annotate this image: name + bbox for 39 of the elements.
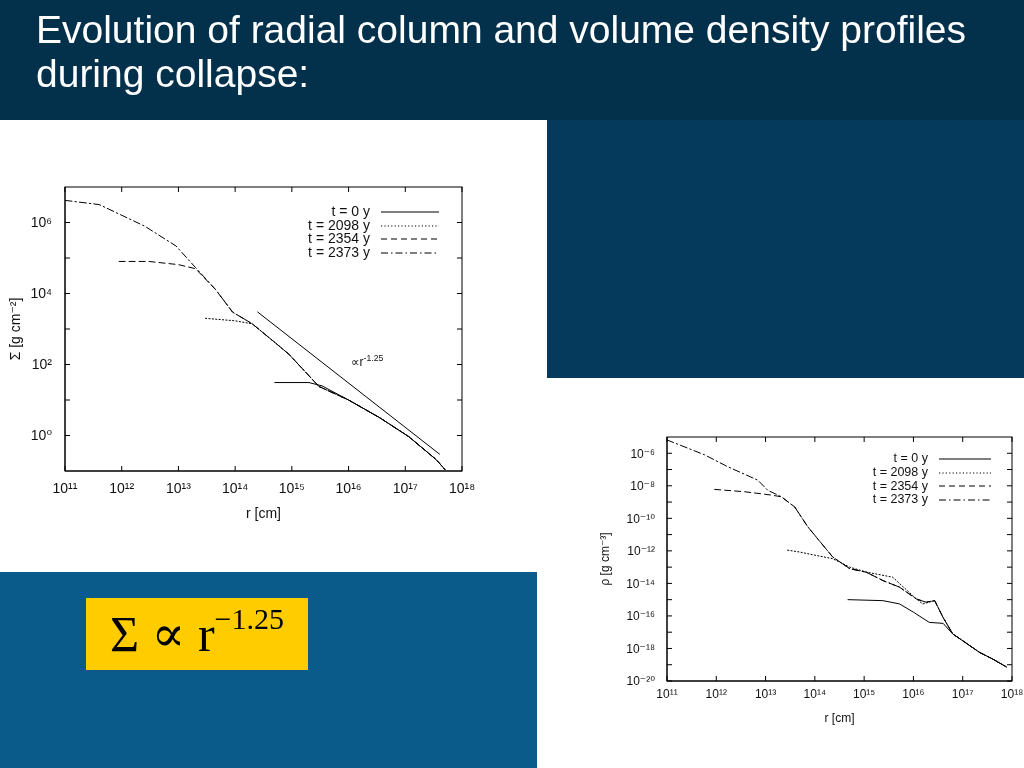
annotation: ∝r$^{-1.25}$	[351, 353, 384, 369]
y-tick-label: 10⁻¹⁸	[626, 641, 655, 656]
x-tick-label: 10¹⁵	[852, 686, 876, 701]
y-tick-label: 10⁶	[30, 214, 52, 231]
y-tick-label: 10⁻⁸	[630, 479, 655, 494]
x-tick-label: 10¹⁷	[951, 686, 974, 701]
y-tick-label: 10⁻¹⁶	[626, 609, 656, 624]
x-tick-label: 10¹⁸	[448, 479, 476, 496]
y-tick-label: 10²	[31, 356, 53, 373]
x-axis-title: r [cm]	[246, 505, 281, 521]
y-tick-label: 10⁴	[30, 285, 52, 302]
x-tick-label: 10¹⁷	[392, 479, 418, 496]
x-tick-label: 10¹⁶	[902, 686, 925, 701]
legend-label: t = 0 y	[893, 451, 928, 466]
chart-title: Evolution of radial column and volume density profiles during collapse:	[36, 8, 967, 96]
x-tick-label: 10¹³	[754, 686, 777, 701]
x-tick-label: 10¹³	[165, 479, 192, 496]
x-tick-label: 10¹⁵	[278, 479, 305, 496]
x-tick-label: 10¹⁸	[1000, 686, 1024, 701]
y-tick-label: 10⁻⁶	[630, 446, 656, 461]
x-axis-title: r [cm]	[824, 711, 855, 725]
x-tick-label: 10¹¹	[52, 479, 78, 496]
formula-box: Σ ∝ r$^{−1.25}$	[86, 598, 308, 670]
x-tick-label: 10¹⁶	[335, 479, 362, 496]
y-tick-label: 10⁻¹²	[627, 544, 655, 559]
legend-label: t = 2354 y	[872, 478, 928, 494]
x-tick-label: 10¹¹	[656, 686, 678, 701]
y-tick-label: 10⁻²⁰	[626, 674, 656, 689]
legend-label: t = 2098 y	[872, 464, 928, 480]
y-axis-title: ρ [g cm⁻³]	[598, 532, 613, 586]
x-tick-label: 10¹⁴	[222, 479, 249, 496]
y-tick-label: 10⁻¹⁰	[626, 511, 656, 526]
y-tick-label: 10⁰	[30, 427, 53, 444]
y-tick-label: 10⁻¹⁴	[626, 576, 655, 591]
y-axis-title: Σ [g cm⁻²]	[6, 297, 23, 361]
x-tick-label: 10¹²	[109, 479, 135, 496]
x-tick-label: 10¹²	[705, 686, 727, 701]
x-tick-label: 10¹⁴	[803, 686, 827, 701]
legend-label: t = 2373 y	[872, 492, 928, 508]
